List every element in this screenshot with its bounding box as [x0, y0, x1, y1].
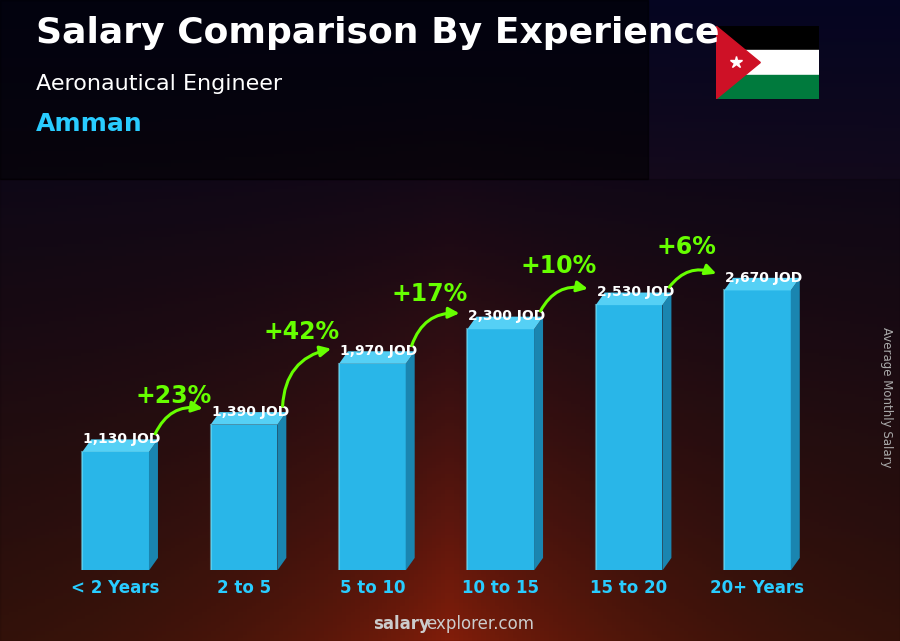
Text: Amman: Amman: [36, 112, 143, 136]
Text: salary: salary: [374, 615, 430, 633]
Text: Average Monthly Salary: Average Monthly Salary: [880, 327, 893, 468]
Polygon shape: [339, 351, 415, 364]
Polygon shape: [534, 317, 543, 570]
Bar: [716, 75, 819, 99]
Polygon shape: [596, 305, 662, 570]
Text: 1,130 JOD: 1,130 JOD: [84, 432, 161, 446]
Polygon shape: [662, 292, 671, 570]
Text: explorer.com: explorer.com: [426, 615, 534, 633]
Polygon shape: [467, 329, 534, 570]
Text: +10%: +10%: [520, 254, 597, 278]
Text: 1,390 JOD: 1,390 JOD: [212, 405, 289, 419]
Text: 2,670 JOD: 2,670 JOD: [725, 271, 803, 285]
Polygon shape: [82, 452, 149, 570]
Polygon shape: [724, 290, 791, 570]
Text: 1,970 JOD: 1,970 JOD: [340, 344, 418, 358]
Polygon shape: [211, 425, 277, 570]
Polygon shape: [211, 412, 286, 425]
Bar: [0, 179, 900, 641]
Polygon shape: [406, 351, 415, 570]
Bar: [716, 26, 819, 50]
Text: Salary Comparison By Experience: Salary Comparison By Experience: [36, 16, 719, 50]
Text: Aeronautical Engineer: Aeronautical Engineer: [36, 74, 282, 94]
Bar: [716, 50, 819, 75]
Text: +42%: +42%: [264, 320, 340, 344]
Text: 2,530 JOD: 2,530 JOD: [597, 285, 674, 299]
Polygon shape: [339, 364, 406, 570]
Polygon shape: [716, 26, 760, 99]
Polygon shape: [149, 439, 158, 570]
Bar: [0, 0, 648, 179]
Text: +17%: +17%: [392, 281, 468, 306]
Polygon shape: [596, 292, 671, 305]
Text: +23%: +23%: [135, 385, 212, 408]
Polygon shape: [467, 317, 543, 329]
Polygon shape: [82, 439, 158, 452]
Polygon shape: [791, 278, 800, 570]
Polygon shape: [724, 278, 800, 290]
Text: +6%: +6%: [657, 235, 716, 260]
Text: 2,300 JOD: 2,300 JOD: [469, 310, 545, 324]
Polygon shape: [277, 412, 286, 570]
